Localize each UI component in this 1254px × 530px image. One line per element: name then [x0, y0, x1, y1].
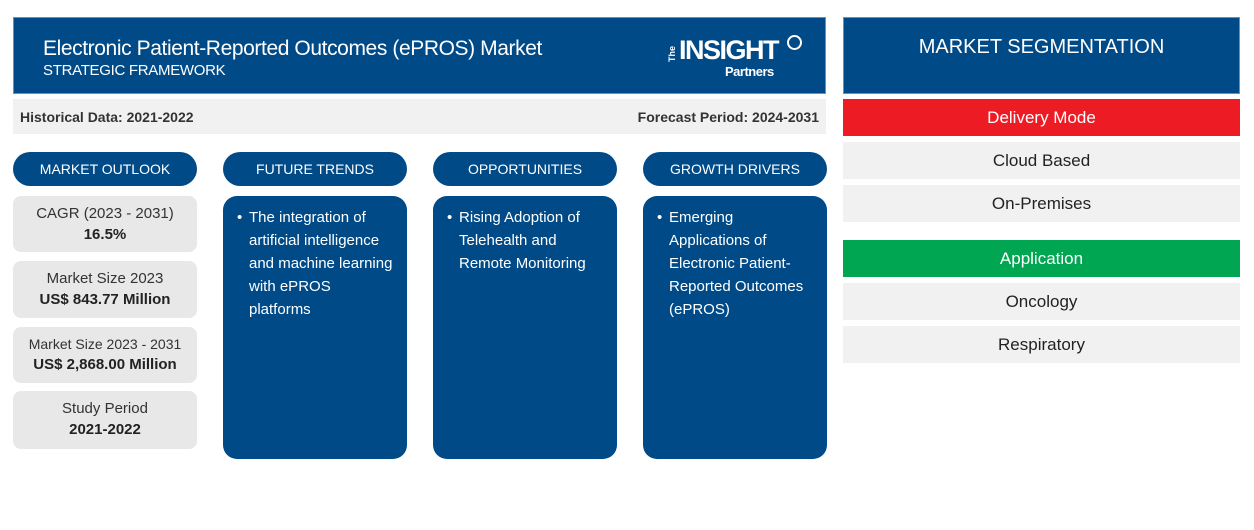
stat-study-period: Study Period 2021-2022	[13, 391, 197, 449]
page-title: Electronic Patient-Reported Outcomes (eP…	[43, 37, 542, 60]
logo-insight-text: INSIGHT	[679, 35, 780, 65]
stat-market-size-2031: Market Size 2023 - 2031 US$ 2,868.00 Mil…	[13, 327, 197, 383]
period-bar: Historical Data: 2021-2022 Forecast Peri…	[13, 99, 826, 134]
segment-item-respiratory: Respiratory	[843, 326, 1240, 363]
segment-item-cloud-based: Cloud Based	[843, 142, 1240, 179]
market-outlook-heading: MARKET OUTLOOK	[13, 152, 197, 186]
stat-value: US$ 2,868.00 Million	[33, 356, 177, 373]
stat-value: 2021-2022	[69, 421, 141, 438]
opportunities-card: Rising Adoption of Telehealth and Remote…	[433, 196, 617, 459]
segment-category-delivery-mode: Delivery Mode	[843, 99, 1240, 136]
stat-value: 16.5%	[83, 226, 127, 243]
insight-partners-logo: The INSIGHT Partners	[667, 32, 807, 82]
future-trends-card: The integration of artificial intelligen…	[223, 196, 407, 459]
historical-data: Historical Data: 2021-2022	[20, 109, 194, 125]
opportunities-heading: OPPORTUNITIES	[433, 152, 617, 186]
report-header: Electronic Patient-Reported Outcomes (eP…	[13, 17, 826, 94]
page-subtitle: STRATEGIC FRAMEWORK	[43, 62, 226, 79]
segment-category-application: Application	[843, 240, 1240, 277]
segment-item-oncology: Oncology	[843, 283, 1240, 320]
growth-drivers-card: Emerging Applications of Electronic Pati…	[643, 196, 827, 459]
market-segmentation-heading: MARKET SEGMENTATION	[843, 17, 1240, 94]
stat-cagr: CAGR (2023 - 2031) 16.5%	[13, 196, 197, 252]
stat-value: US$ 843.77 Million	[39, 291, 171, 308]
future-trends-heading: FUTURE TRENDS	[223, 152, 407, 186]
logo-ring-icon	[787, 35, 802, 50]
segment-item-on-premises: On-Premises	[843, 185, 1240, 222]
logo-partners-text: Partners	[725, 64, 774, 79]
opportunity-item: Rising Adoption of Telehealth and Remote…	[447, 206, 605, 275]
stat-label: CAGR (2023 - 2031)	[36, 205, 174, 222]
stat-label: Study Period	[62, 400, 148, 417]
trend-item: The integration of artificial intelligen…	[237, 206, 395, 321]
stat-label: Market Size 2023	[46, 270, 164, 287]
stat-label: Market Size 2023 - 2031	[28, 336, 182, 352]
logo-the-text: The	[667, 45, 677, 62]
stat-market-size-2023: Market Size 2023 US$ 843.77 Million	[13, 261, 197, 318]
growth-drivers-heading: GROWTH DRIVERS	[643, 152, 827, 186]
forecast-period: Forecast Period: 2024-2031	[637, 109, 819, 125]
driver-item: Emerging Applications of Electronic Pati…	[657, 206, 815, 321]
